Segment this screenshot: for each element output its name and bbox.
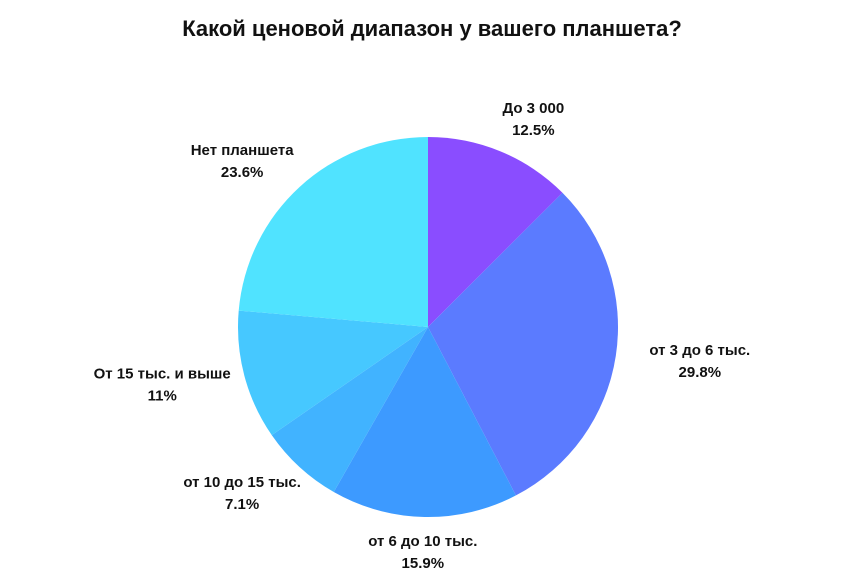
slice-label: от 3 до 6 тыс. <box>649 342 750 359</box>
pie-slice <box>271 327 428 492</box>
pie-slice <box>428 192 618 496</box>
slice-label: До 3 000 <box>502 100 564 117</box>
slice-value-label: 12.5% <box>512 122 555 139</box>
pie-slice <box>238 137 428 327</box>
slice-value-label: 11% <box>148 388 177 405</box>
chart-title: Какой ценовой диапазон у вашего планшета… <box>182 16 682 41</box>
slice-label: От 15 тыс. и выше <box>94 366 231 383</box>
slice-label: Нет планшета <box>191 142 294 159</box>
pie-slice <box>238 310 428 436</box>
slice-label: от 6 до 10 тыс. <box>368 533 477 550</box>
slice-value-label: 29.8% <box>679 364 722 381</box>
slice-value-label: 7.1% <box>225 496 259 513</box>
slice-label: от 10 до 15 тыс. <box>183 474 301 491</box>
pie-slice <box>333 327 516 517</box>
slice-value-label: 15.9% <box>402 555 445 572</box>
slice-value-label: 23.6% <box>221 164 264 181</box>
pie-slice <box>428 137 563 327</box>
